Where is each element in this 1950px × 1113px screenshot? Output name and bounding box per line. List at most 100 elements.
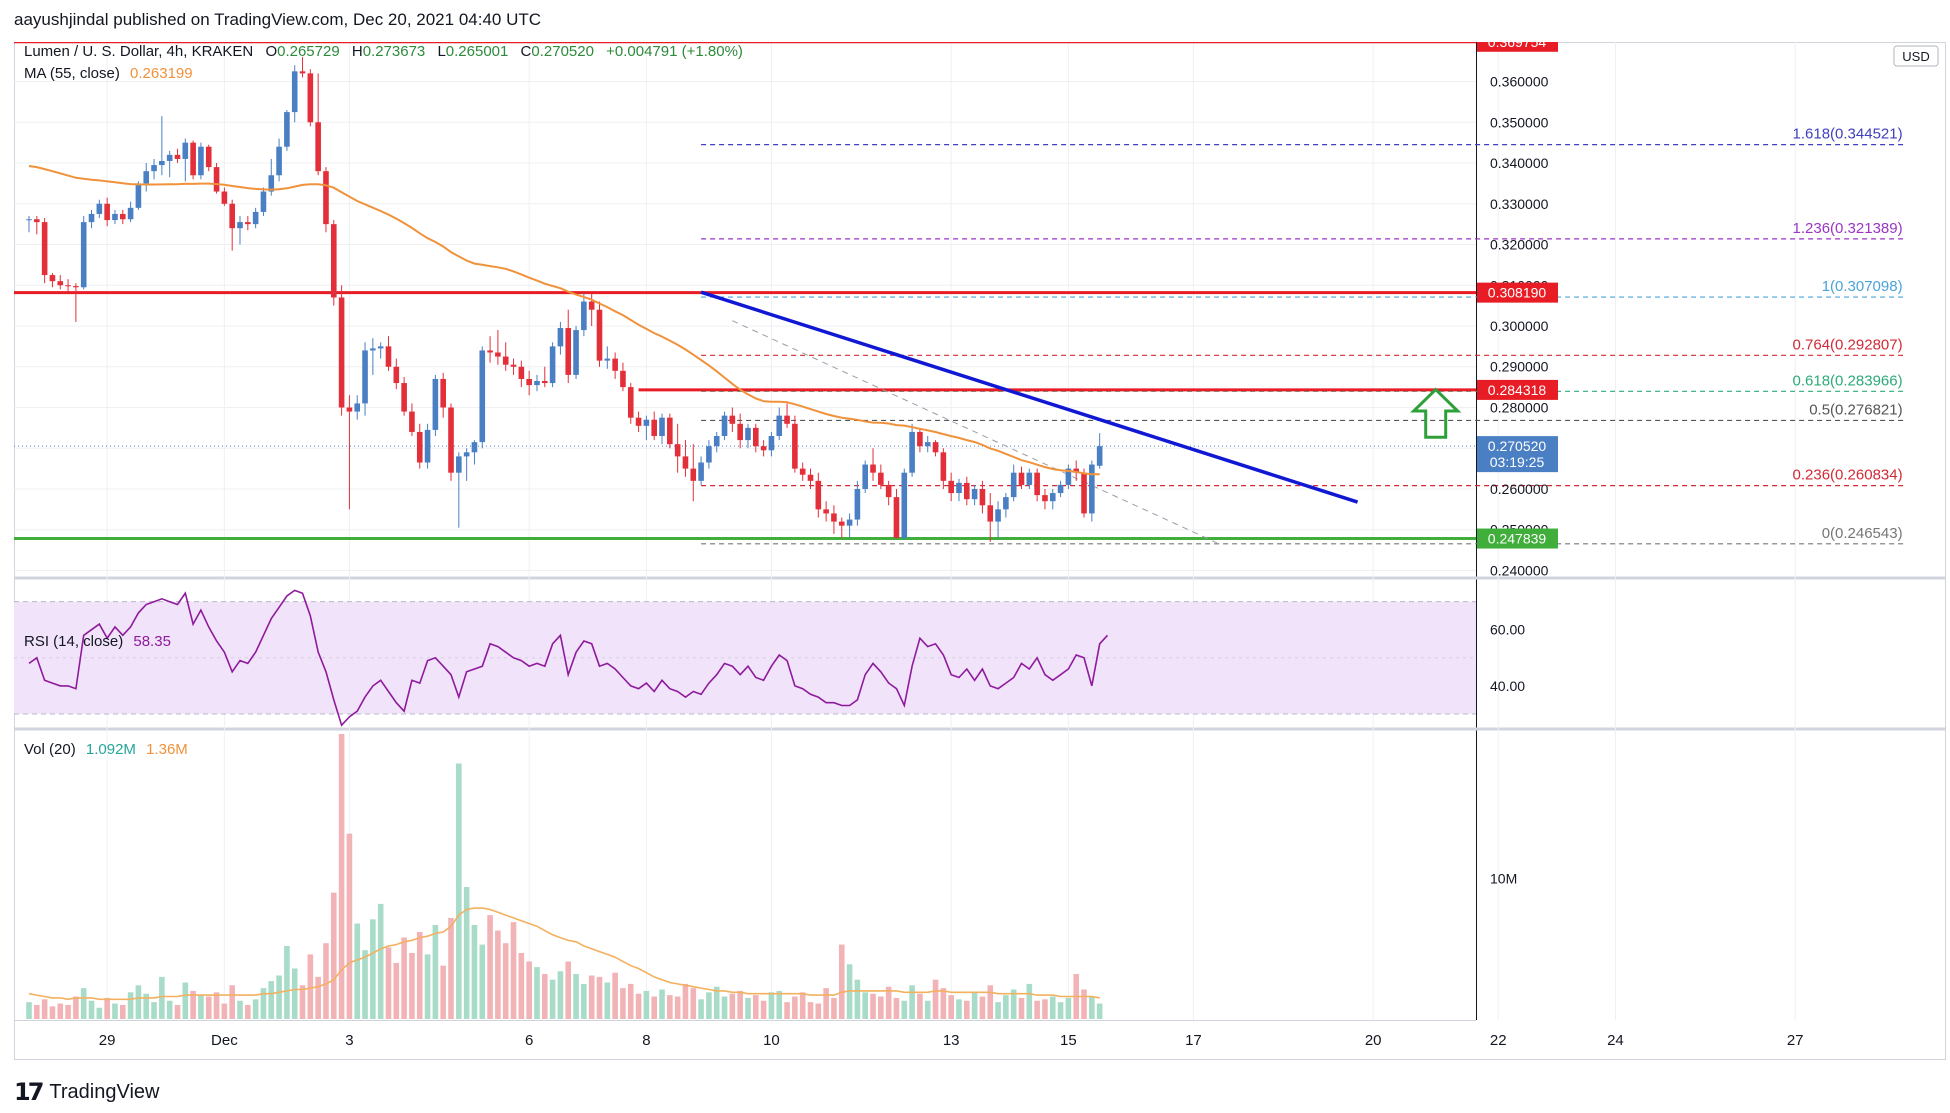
volume-bar [1018, 997, 1025, 1019]
volume-bar [838, 944, 845, 1019]
candle-body [518, 366, 525, 379]
volume-bar [479, 944, 486, 1019]
ma-legend[interactable]: MA (55, close) 0.263199 [24, 65, 193, 82]
candle-body [713, 436, 720, 447]
tradingview-brand[interactable]: TradingView [49, 1080, 160, 1103]
rsi-legend[interactable]: RSI (14, close) 58.35 [24, 633, 171, 650]
tradingview-logo-icon[interactable]: 17 [14, 1078, 44, 1106]
volume-bar [815, 1003, 822, 1019]
candle-body [979, 488, 986, 506]
candle-body [1026, 472, 1033, 485]
volume-bar [651, 996, 657, 1019]
horizontal-levels[interactable] [14, 42, 1476, 541]
volume-bar [112, 1003, 118, 1019]
candle-body [932, 442, 939, 453]
volume-bar [323, 943, 329, 1019]
candle-body [409, 411, 415, 432]
candle-body [260, 191, 267, 212]
candle-body [73, 286, 79, 288]
volume-bar [807, 1002, 814, 1019]
volume-bar [901, 1000, 908, 1019]
time-tick-label: 8 [642, 1032, 650, 1049]
candle-body [964, 482, 970, 500]
time-tick-label: 29 [99, 1032, 116, 1049]
symbol-legend[interactable]: Lumen / U. S. Dollar, 4h, KRAKEN O0.2657… [24, 43, 743, 60]
volume-legend[interactable]: Vol (20) 1.092M 1.36M [24, 741, 188, 758]
bearish-trend-line[interactable] [700, 290, 1359, 504]
candle-body [370, 348, 376, 351]
ma-55-line [28, 165, 1100, 476]
volume-bar [416, 931, 423, 1019]
candle-body [1073, 468, 1080, 473]
candle-body [416, 431, 423, 463]
volume-bar [987, 985, 994, 1019]
time-tick-label: 22 [1490, 1032, 1507, 1049]
volume-bar [260, 988, 267, 1019]
price-axis[interactable]: 0.360000 0.350000 0.340000 0.330000 0.320000… [1477, 42, 1558, 887]
trend-line [700, 290, 1359, 504]
candle-body [854, 488, 861, 520]
volume-bar [487, 915, 493, 1019]
candle-body [823, 509, 829, 514]
volume-bar [166, 1000, 173, 1019]
volume-tick-label: 10M [1490, 871, 1517, 887]
volume-bar [948, 995, 954, 1019]
candle-body [690, 468, 697, 481]
dashed-trend-line[interactable] [732, 320, 1218, 544]
price-tick-label: 0.360000 [1490, 74, 1549, 90]
volume-bar [315, 976, 321, 1019]
volume-bar [940, 988, 947, 1019]
candle-body [940, 452, 947, 481]
high-value: 0.273673 [363, 43, 426, 60]
low-label: L [437, 43, 445, 60]
volume-bar [1089, 996, 1095, 1019]
volume-bar [1049, 996, 1056, 1019]
volume-bar [299, 985, 306, 1019]
volume-bar [284, 945, 290, 1019]
volume-bar [1026, 983, 1033, 1019]
candle-body [49, 275, 56, 282]
volume-bar [635, 993, 642, 1019]
volume-bar [354, 923, 361, 1019]
candle-body [1089, 464, 1095, 514]
candlestick-series [26, 57, 1103, 542]
chart-area[interactable]: 1.618(0.344521) 1.236(0.321389) 1(0.307098… [14, 42, 1946, 1060]
candle-body [393, 366, 400, 384]
volume-bar [221, 1003, 228, 1019]
candle-body [323, 171, 329, 225]
price-tag-box [1477, 282, 1558, 303]
fib-level-label: 1.236(0.321389) [1793, 220, 1903, 237]
chart-canvas[interactable]: 1.618(0.344521) 1.236(0.321389) 1(0.307098… [14, 42, 1946, 1060]
volume-bar [440, 965, 446, 1019]
volume-bar [245, 1004, 251, 1019]
volume-bar [518, 953, 525, 1019]
candle-body [96, 203, 103, 214]
currency-badge-box[interactable] [1893, 45, 1939, 67]
price-tag-box [1477, 528, 1558, 549]
volume-bar [1081, 989, 1087, 1019]
candle-body [573, 330, 579, 375]
candle-body [807, 474, 814, 481]
chart-border [14, 42, 1946, 1060]
volume-bar [41, 999, 48, 1019]
candle-body [956, 482, 962, 494]
candle-body [221, 191, 228, 204]
volume-bar [557, 971, 564, 1019]
volume-pane [26, 734, 1103, 1019]
candle-body [88, 213, 95, 223]
candle-body [463, 452, 470, 457]
volume-bar [1065, 997, 1072, 1019]
candle-body [456, 456, 462, 473]
candle-body [557, 328, 564, 347]
candle-body [104, 203, 110, 221]
volume-bar [65, 1004, 71, 1019]
publisher-header: aayushjindal published on TradingView.co… [14, 10, 542, 29]
candle-body [838, 521, 845, 526]
volume-ma-legend-value: 1.36M [146, 741, 188, 758]
time-axis[interactable]: 29 Dec 3 6 8 10 13 15 17 20 22 24 27 [99, 1032, 1804, 1049]
volume-bar [690, 988, 697, 1019]
up-arrow-drawing[interactable] [1410, 387, 1462, 439]
volume-bar [956, 999, 962, 1019]
candle-body [229, 203, 235, 229]
volume-bar [596, 976, 603, 1019]
